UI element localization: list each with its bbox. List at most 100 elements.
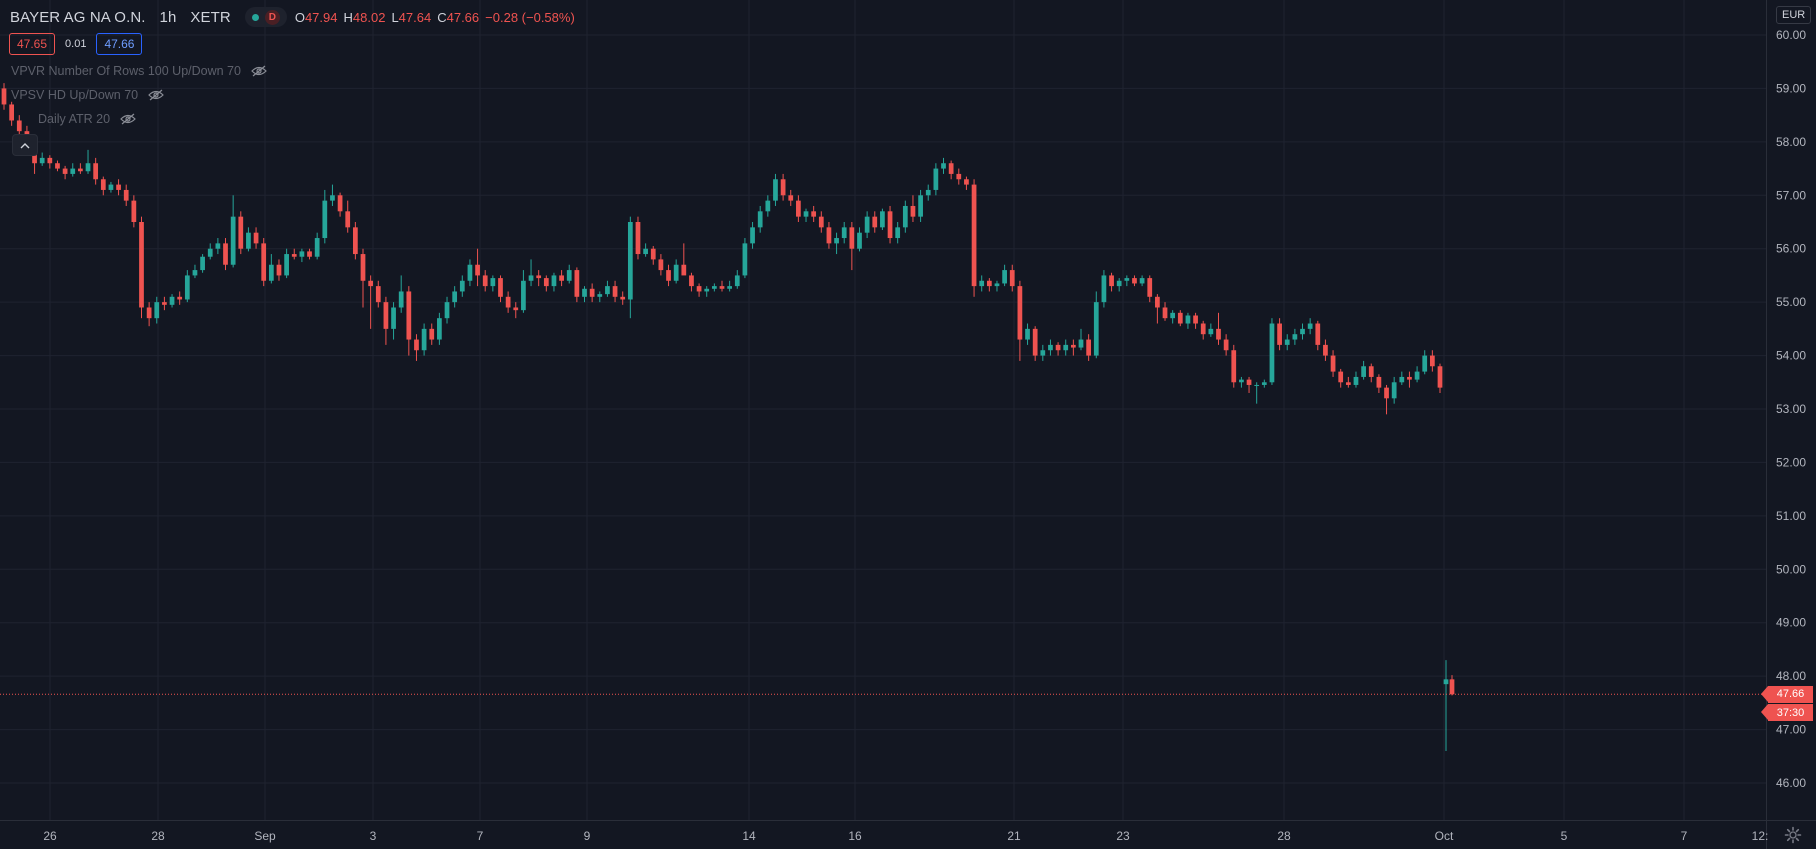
candle	[475, 248, 480, 287]
price-tick-label: 53.00	[1776, 402, 1806, 416]
candle	[352, 222, 358, 260]
chevron-up-icon	[20, 142, 30, 148]
candle	[1407, 371, 1412, 388]
candle-body	[597, 294, 603, 297]
candle	[154, 296, 160, 324]
candle	[1422, 350, 1428, 375]
candle-body	[70, 168, 76, 174]
candle-body	[444, 302, 450, 319]
candle	[902, 200, 908, 233]
indicator-vpvr[interactable]: VPVR Number Of Rows 100 Up/Down 70	[11, 64, 267, 78]
candle-body	[1002, 270, 1007, 284]
candle-body	[734, 275, 740, 287]
candle-body	[184, 275, 190, 300]
candle	[1086, 334, 1092, 361]
candle	[742, 238, 748, 279]
candle	[704, 286, 710, 297]
candle-body	[268, 264, 274, 281]
candle-body	[299, 251, 305, 257]
candle	[1070, 339, 1076, 356]
candle-body	[1361, 366, 1366, 377]
candle-body	[1223, 339, 1229, 351]
candle-body	[872, 216, 878, 228]
eye-off-icon[interactable]	[148, 89, 164, 101]
market-status-badge[interactable]: D	[244, 7, 287, 27]
candle	[1353, 371, 1359, 388]
candle-body	[1116, 280, 1122, 287]
price-tick-label: 47.00	[1776, 723, 1806, 737]
candle	[177, 291, 183, 305]
eye-off-icon[interactable]	[120, 113, 136, 125]
candle	[1246, 376, 1252, 393]
candle-body	[467, 264, 473, 281]
candle	[1391, 376, 1397, 404]
candle	[322, 189, 328, 244]
candle-body	[261, 243, 267, 281]
time-tick-label: 16	[848, 829, 862, 843]
candle-body	[1323, 344, 1328, 356]
candle	[1009, 264, 1015, 292]
candle	[184, 270, 190, 303]
candle-body	[230, 216, 236, 265]
collapse-legend-button[interactable]	[12, 134, 38, 156]
candle-body	[1093, 302, 1099, 356]
candle	[337, 192, 343, 217]
candle-body	[116, 184, 121, 190]
candle-body	[39, 157, 45, 164]
candle-body	[673, 264, 679, 281]
interval-label[interactable]: 1h	[159, 8, 177, 26]
candle-body	[1429, 355, 1435, 367]
candle	[880, 208, 885, 231]
candle	[994, 280, 1000, 292]
candle-body	[352, 227, 358, 255]
candle	[1002, 264, 1007, 287]
bid-price[interactable]: 47.65	[9, 33, 56, 55]
symbol-legend: BAYER AG NA O.N. 1h XETR D O47.94 H48.02…	[10, 7, 575, 27]
candle-body	[1407, 376, 1412, 380]
candle-body	[162, 302, 167, 305]
gear-icon[interactable]	[1784, 826, 1802, 844]
candle-body	[93, 163, 99, 180]
candle	[123, 184, 129, 206]
candle	[612, 280, 618, 303]
candle	[238, 211, 244, 255]
ask-price[interactable]: 47.66	[96, 33, 143, 55]
candle-body	[994, 283, 1000, 287]
candle	[750, 222, 755, 249]
candle-body	[437, 318, 442, 340]
candle	[887, 205, 893, 244]
candle	[1368, 363, 1374, 383]
candle-body	[650, 248, 656, 260]
price-tick-label: 57.00	[1776, 188, 1806, 202]
candle	[979, 275, 985, 292]
indicator-atr[interactable]: Daily ATR 20	[38, 112, 136, 126]
candle	[223, 238, 228, 271]
candle	[1292, 328, 1298, 345]
candle	[498, 275, 503, 303]
candle	[826, 222, 832, 249]
candle	[543, 275, 549, 292]
candle-body	[452, 291, 458, 303]
indicator-label: Daily ATR 20	[38, 112, 111, 126]
candle	[1239, 376, 1244, 388]
candle-body	[543, 278, 549, 287]
candle	[620, 291, 626, 305]
candle-body	[1009, 270, 1015, 287]
candle-body	[223, 243, 228, 265]
time-tick-label: 14	[742, 829, 756, 843]
time-tick-label: 3	[370, 829, 377, 843]
candle	[429, 323, 435, 345]
indicator-vpsv[interactable]: VPSV HD Up/Down 70	[11, 88, 164, 102]
candle	[139, 216, 144, 319]
currency-button[interactable]: EUR	[1776, 6, 1812, 24]
candle	[1132, 275, 1137, 287]
candle	[696, 283, 702, 297]
candle	[1338, 368, 1344, 388]
candle	[513, 302, 519, 319]
candle-body	[979, 280, 985, 287]
eye-off-icon[interactable]	[251, 65, 267, 77]
candle	[375, 280, 381, 308]
candle-body	[1032, 328, 1038, 356]
symbol-name[interactable]: BAYER AG NA O.N.	[10, 8, 146, 26]
